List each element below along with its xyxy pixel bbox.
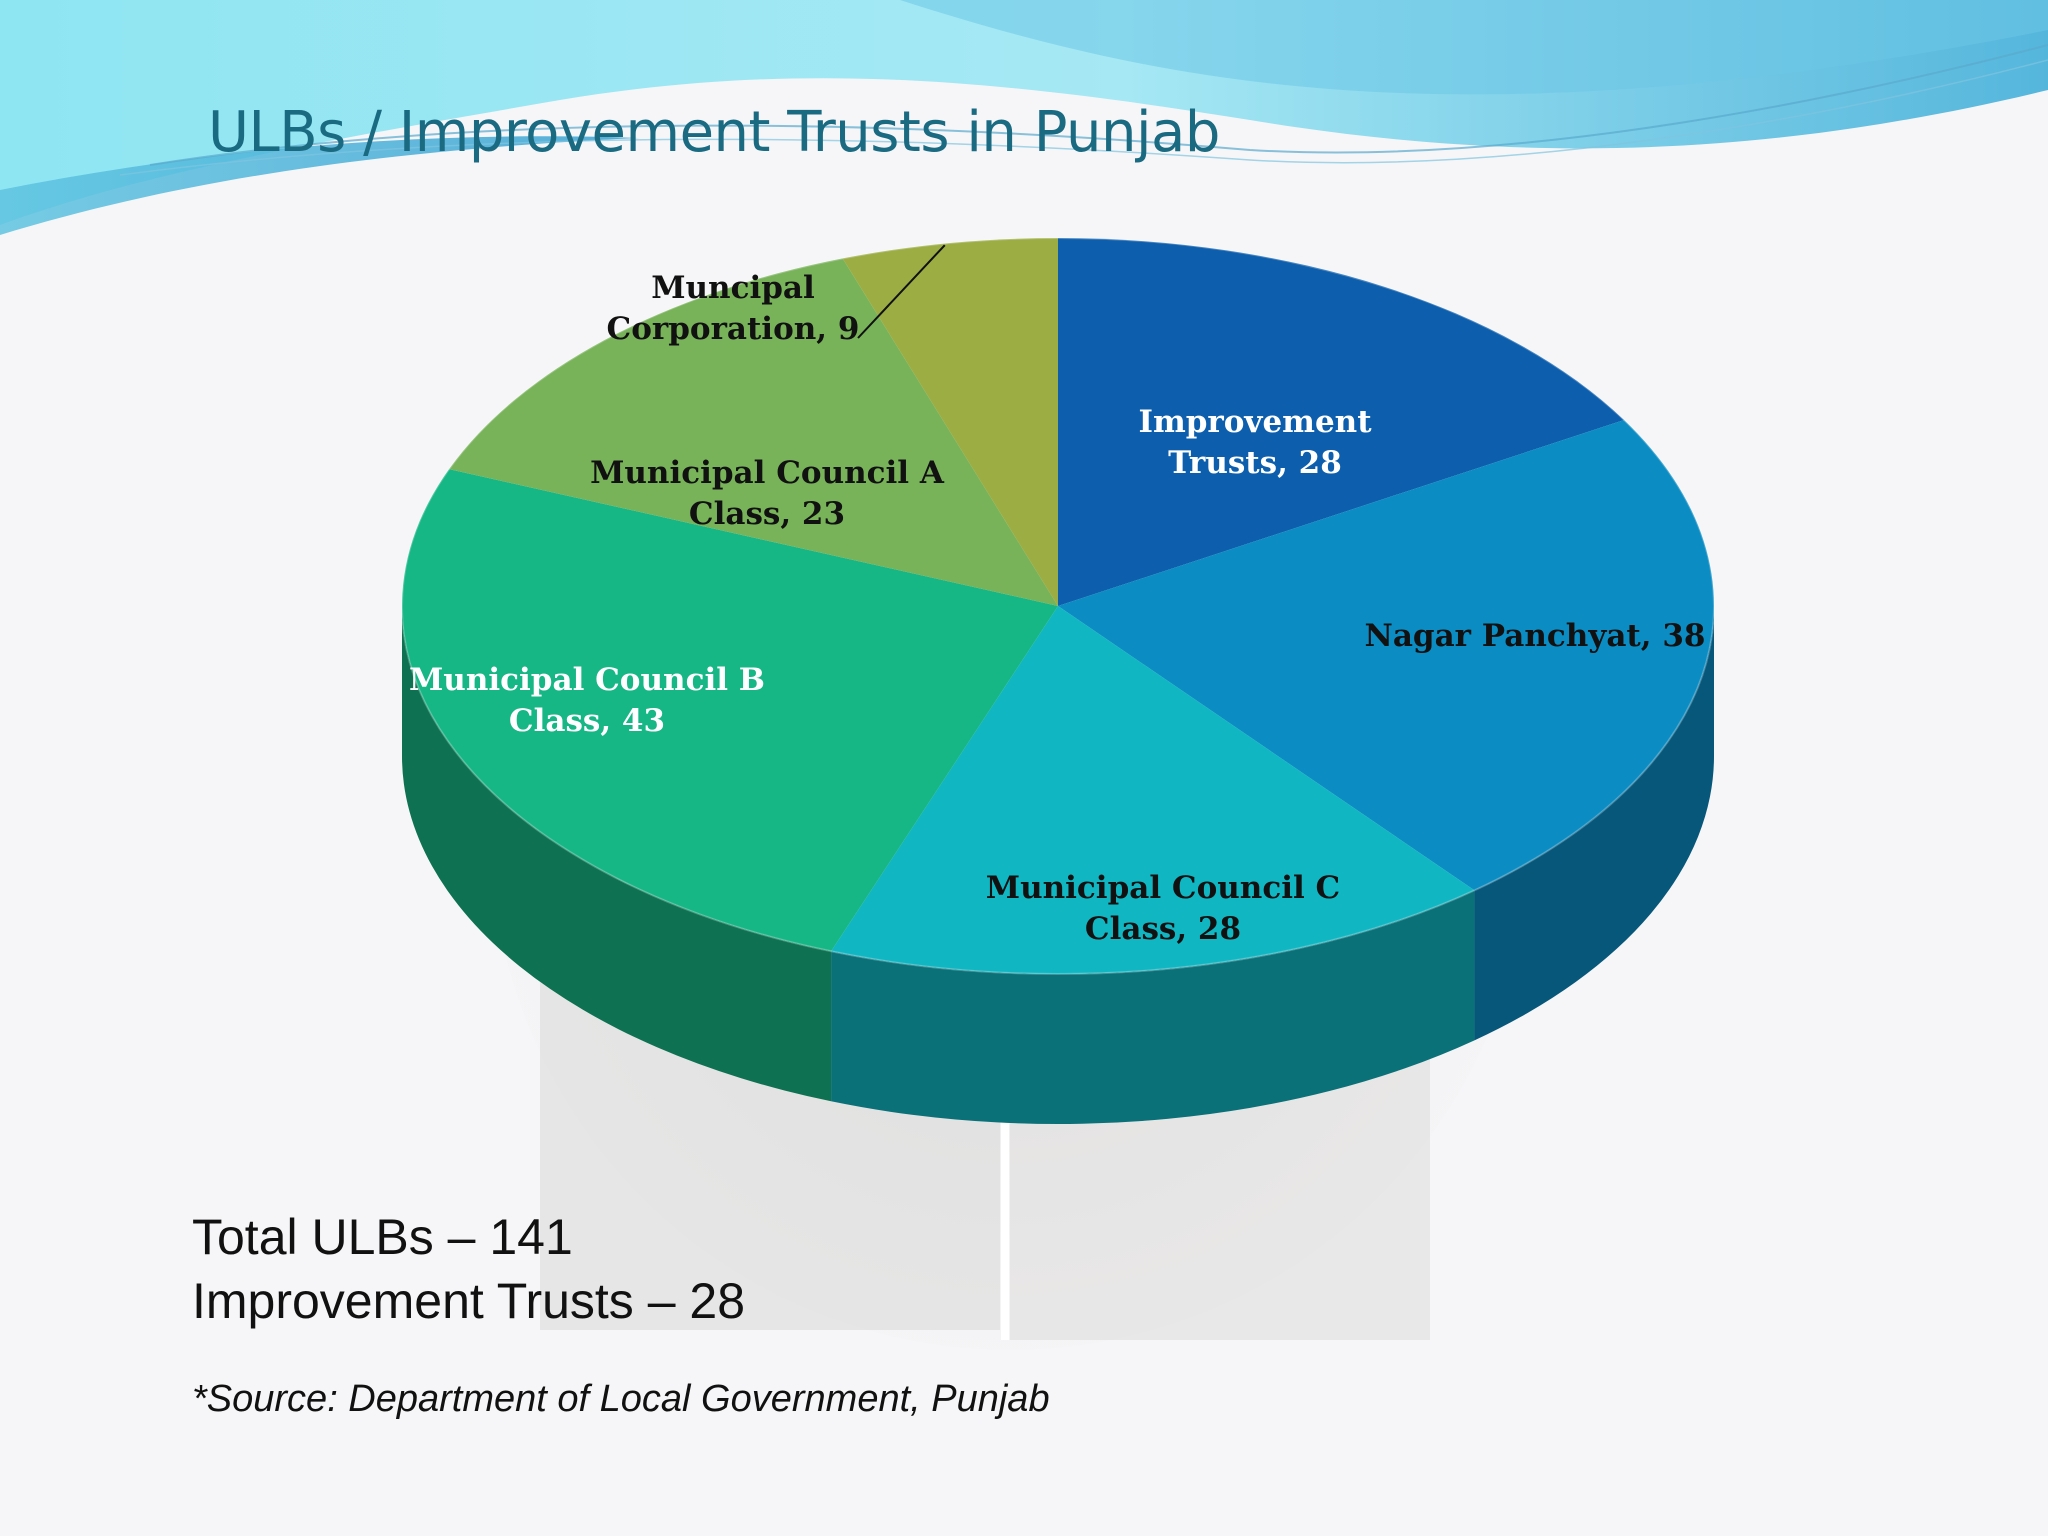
- pie-slice-municipal-council-b-class-43: [402, 469, 1058, 952]
- pie-slice-municipal-council-a-class-23: [449, 258, 1058, 606]
- source-note: *Source: Department of Local Government,…: [192, 1378, 1050, 1420]
- pie-label-nagar-panchyat-38: Nagar Panchyat, 38: [1365, 618, 1706, 654]
- pie-label-municipal-council-b-class-43: Municipal Council B Class, 43: [409, 662, 765, 739]
- pie-side-municipal-council-c-class-28: [831, 890, 1475, 1124]
- pie-label-municipal-council-c-class-28: Municipal Council C Class, 28: [986, 870, 1340, 947]
- pie-slice-improvement-trusts-28: [1058, 238, 1625, 606]
- pie-side-nagar-panchyat-38: [1474, 606, 1714, 1041]
- total-ulbs-text: Total ULBs – 141: [192, 1209, 573, 1265]
- pie-side-municipal-council-b-class-43: [402, 606, 832, 1102]
- pie-label-municipal-council-a-class-23: Municipal Council A Class, 23: [590, 455, 945, 532]
- pie-label-muncipal-corporation-9: Muncipal Corporation, 9: [607, 270, 860, 347]
- pie-slice-nagar-panchyat-38: [1058, 420, 1714, 891]
- slide-title: ULBs / Improvement Trusts in Punjab: [208, 100, 1220, 165]
- pie-slice-muncipal-corporation-9: [842, 238, 1058, 606]
- pie-leader-line-muncipal-corporation-9: [857, 244, 946, 339]
- pie-label-improvement-trusts-28: Improvement Trusts, 28: [1138, 404, 1372, 481]
- pie-slice-municipal-council-c-class-28: [831, 606, 1475, 974]
- header-wave-dark: [0, 136, 640, 235]
- improvement-trusts-text: Improvement Trusts – 28: [192, 1273, 746, 1329]
- pie-rim: [401, 237, 1715, 975]
